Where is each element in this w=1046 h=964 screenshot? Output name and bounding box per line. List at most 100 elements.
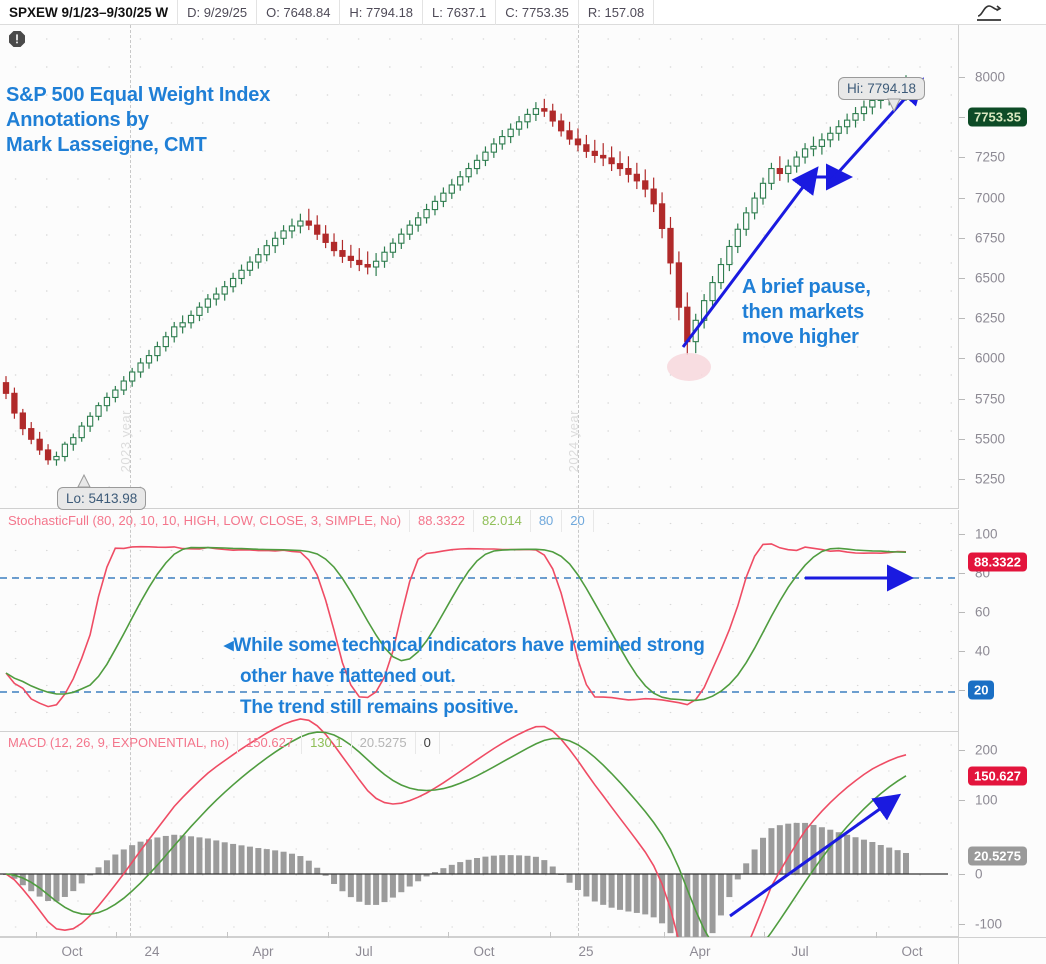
price-tick	[959, 278, 965, 279]
time-tick	[227, 932, 228, 938]
stochastic-upper-level: 80	[531, 510, 563, 532]
ohlc-close: C: 7753.35	[496, 0, 579, 25]
stochastic-label[interactable]: StochasticFull (80, 20, 10, 10, HIGH, LO…	[0, 510, 411, 532]
price-tick	[959, 358, 965, 360]
stoch-note-line1: ◂While some technical indicators have re…	[224, 635, 705, 656]
price-tick	[959, 237, 965, 239]
symbol-title[interactable]: SPXEW 9/1/23–9/30/25 W	[0, 0, 179, 25]
stoch-k-badge: 88.3322	[968, 552, 1027, 572]
macd-axis[interactable]: 200 100 0 -100 150.627 20.5275	[958, 732, 1046, 937]
ohlc-range: R: 157.08	[579, 0, 655, 25]
year-separator-2024	[578, 25, 579, 508]
price-axis-label: 5500	[975, 431, 1006, 447]
time-axis-label: Oct	[473, 944, 495, 959]
macd-hist-badge: 20.5275	[968, 846, 1027, 866]
time-tick	[448, 932, 449, 938]
macd-tick	[959, 924, 965, 925]
macd-value-badge: 150.627	[968, 766, 1027, 786]
line-chart-icon[interactable]	[972, 2, 1006, 24]
macd-pane[interactable]: MACD (12, 26, 9, EXPONENTIAL, no) 150.62…	[0, 718, 958, 964]
macd-series	[0, 718, 948, 964]
time-tick	[328, 932, 329, 938]
price-axis-label: 6250	[975, 310, 1006, 326]
stoch-tick	[959, 612, 965, 613]
macd-hist-value: 20.5275	[352, 732, 416, 754]
stoch-level-badge: 20	[968, 680, 995, 700]
macd-year-separator-2024	[578, 732, 579, 936]
time-axis[interactable]: Oct 24 Apr Jul Oct 25 Apr Jul Oct	[0, 932, 958, 964]
stoch-note-line2: other have flattened out.	[240, 666, 456, 687]
time-tick	[764, 932, 765, 938]
macd-value: 150.627	[238, 732, 303, 754]
time-tick	[876, 932, 877, 938]
macd-axis-label: 200	[975, 742, 998, 758]
price-trend-arrows	[681, 77, 925, 348]
price-axis-label: 7000	[975, 190, 1006, 206]
low-highlight-ellipse	[667, 353, 711, 381]
stoch-year-separator-2024	[578, 510, 579, 731]
macd-header[interactable]: MACD (12, 26, 9, EXPONENTIAL, no) 150.62…	[0, 732, 958, 754]
time-tick	[550, 932, 551, 938]
price-axis-label: 5250	[975, 471, 1006, 487]
low-callout: Lo: 5413.98	[57, 487, 147, 510]
axis-corner	[958, 937, 1046, 964]
stochastic-lower-level: 20	[562, 510, 594, 532]
macd-zero-level: 0	[416, 732, 440, 754]
stochastic-pane[interactable]: StochasticFull (80, 20, 10, 10, HIGH, LO…	[0, 510, 958, 732]
stochastic-k-value: 88.3322	[410, 510, 475, 532]
stochastic-axis[interactable]: 100 80 60 40 88.3322 20	[958, 510, 1046, 732]
candlestick-series	[2, 75, 910, 466]
title-annotation: S&P 500 Equal Weight Index Annotations b…	[6, 84, 271, 156]
time-axis-label: Oct	[61, 944, 83, 959]
price-tick	[959, 479, 965, 480]
macd-axis-label: -100	[975, 916, 1003, 932]
price-tick	[959, 157, 965, 159]
year-separator-2023	[130, 25, 131, 508]
macd-tick	[959, 750, 965, 751]
chart-header-bar: SPXEW 9/1/23–9/30/25 W D: 9/29/25 O: 764…	[0, 0, 1046, 25]
stochastic-d-value: 82.014	[474, 510, 531, 532]
price-axis[interactable]: 8000750072507000675065006250600057505500…	[958, 25, 1046, 509]
price-axis-label: 8000	[975, 69, 1006, 85]
price-axis-label: 5750	[975, 391, 1006, 407]
macd-axis-label: 0	[975, 866, 983, 882]
stochastic-header[interactable]: StochasticFull (80, 20, 10, 10, HIGH, LO…	[0, 510, 958, 532]
macd-tick	[959, 800, 965, 801]
stoch-tick	[959, 690, 965, 691]
price-note-annotation: A brief pause, then markets move higher	[742, 276, 871, 348]
stoch-tick	[959, 651, 965, 652]
stoch-tick	[959, 534, 965, 535]
time-axis-label: Oct	[901, 944, 923, 959]
stoch-axis-label: 60	[975, 604, 991, 620]
high-callout-tail	[887, 98, 901, 113]
price-tick	[959, 318, 965, 320]
last-price-badge: 7753.35	[968, 107, 1027, 127]
high-callout: Hi: 7794.18	[838, 77, 926, 100]
macd-label[interactable]: MACD (12, 26, 9, EXPONENTIAL, no)	[0, 732, 239, 754]
macd-axis-label: 100	[975, 792, 998, 808]
time-axis-label: 24	[144, 944, 160, 959]
time-tick	[664, 932, 665, 938]
price-axis-label: 6000	[975, 350, 1006, 366]
price-axis-label: 6750	[975, 230, 1006, 246]
price-tick	[959, 197, 965, 199]
price-tick	[959, 438, 965, 440]
time-tick	[36, 932, 37, 938]
stoch-tick	[959, 573, 965, 574]
time-tick	[116, 932, 117, 938]
ohlc-open: O: 7648.84	[257, 0, 341, 25]
time-axis-label: Apr	[689, 944, 711, 959]
ohlc-high: H: 7794.18	[340, 0, 424, 25]
price-tick	[959, 398, 965, 400]
price-pane[interactable]: 2023 year 2024 year S&	[0, 25, 958, 510]
time-axis-label: Jul	[355, 944, 373, 959]
macd-signal-value: 130.1	[302, 732, 352, 754]
price-tick	[959, 117, 965, 119]
stoch-note-line3: The trend still remains positive.	[240, 697, 519, 718]
price-axis-label: 6500	[975, 270, 1006, 286]
stoch-axis-label: 100	[975, 526, 998, 542]
price-axis-label: 7250	[975, 149, 1006, 165]
stochastic-series	[0, 543, 958, 708]
time-axis-label: Apr	[252, 944, 274, 959]
